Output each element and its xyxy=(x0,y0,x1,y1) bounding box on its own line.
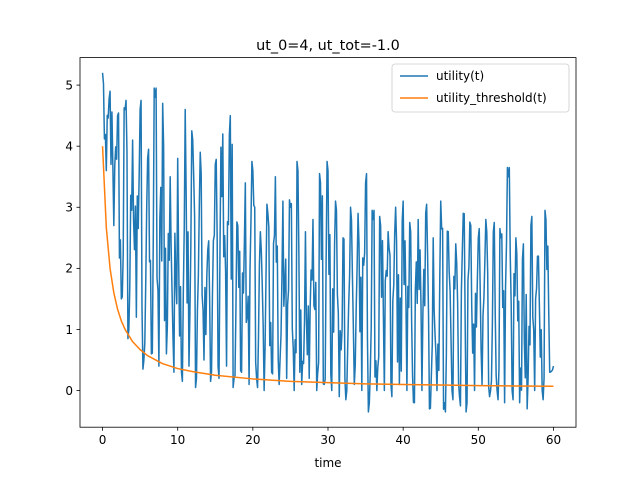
x-tick-label: 0 xyxy=(99,433,107,447)
y-tick-label: 1 xyxy=(65,323,73,337)
y-tick-label: 0 xyxy=(65,384,73,398)
legend-label-utility-threshold: utility_threshold(t) xyxy=(436,91,547,105)
legend-label-utility: utility(t) xyxy=(436,69,484,83)
series-line-utility-threshold xyxy=(101,146,554,388)
x-tick-label: 10 xyxy=(170,433,185,447)
legend: utility(t) utility_threshold(t) xyxy=(391,63,570,113)
y-axis: 0 1 2 3 4 5 xyxy=(65,78,80,398)
y-tick-label: 5 xyxy=(65,78,73,92)
series-line-utility xyxy=(101,72,555,413)
y-tick-label: 4 xyxy=(65,139,73,153)
x-tick-label: 40 xyxy=(396,433,411,447)
x-tick-label: 30 xyxy=(320,433,335,447)
y-tick-label: 2 xyxy=(65,262,73,276)
chart-title: ut_0=4, ut_tot=-1.0 xyxy=(256,38,400,54)
y-tick-label: 3 xyxy=(65,201,73,215)
x-axis-label: time xyxy=(314,456,341,470)
x-tick-label: 50 xyxy=(471,433,486,447)
legend-box xyxy=(391,63,570,113)
x-axis: 0 10 20 30 40 50 60 xyxy=(99,427,561,447)
x-tick-label: 20 xyxy=(245,433,260,447)
x-tick-label: 60 xyxy=(546,433,561,447)
series-layer xyxy=(101,72,555,413)
